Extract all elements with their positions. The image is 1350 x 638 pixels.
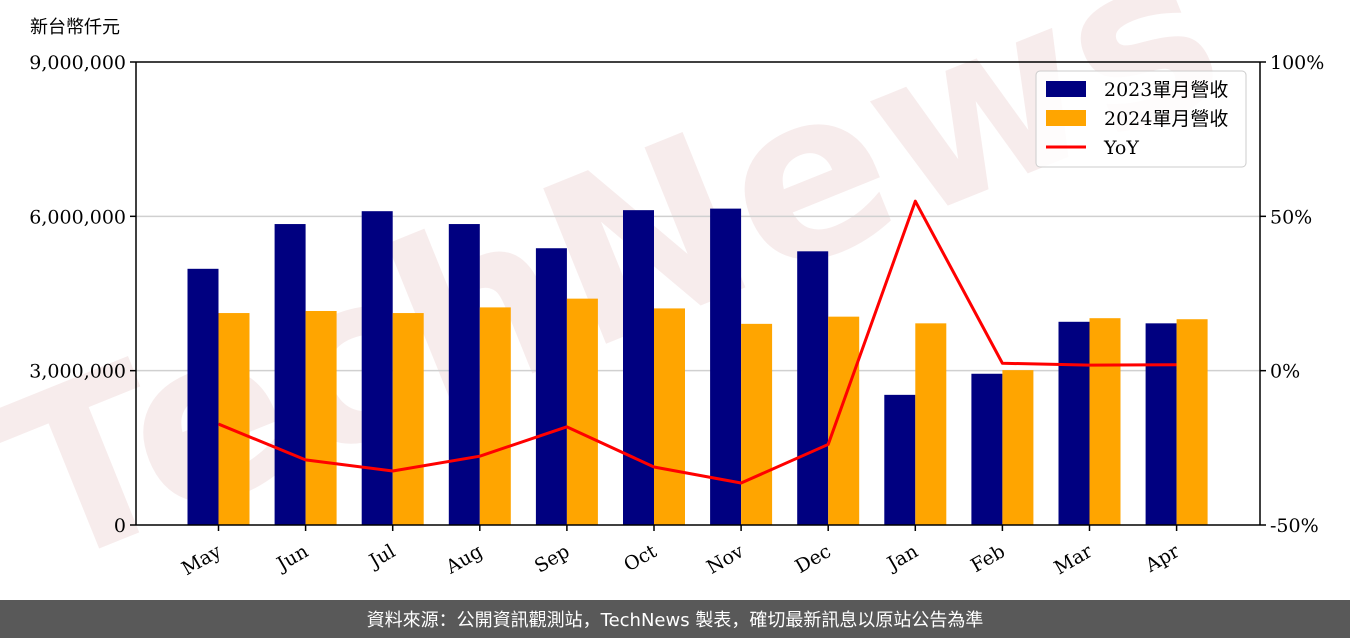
legend-swatch xyxy=(1046,81,1086,97)
legend-label: YoY xyxy=(1103,137,1139,159)
bar-2023-sep xyxy=(535,248,567,525)
bar-2023-aug xyxy=(448,224,480,526)
bar-2024-dec xyxy=(828,316,860,525)
y-tick-label-left: 6,000,000 xyxy=(29,206,126,228)
bar-2023-nov xyxy=(710,208,742,525)
bar-2023-jun xyxy=(274,224,306,526)
legend-box xyxy=(1035,70,1247,168)
x-tick-label: Feb xyxy=(967,540,1009,577)
bar-2023-feb xyxy=(971,373,1003,525)
legend-label: 2024單月營收 xyxy=(1104,108,1228,130)
bar-2023-dec xyxy=(797,251,829,525)
x-tick-label: Aug xyxy=(441,540,486,579)
x-tick-label: Apr xyxy=(1141,540,1184,577)
footer-source-note: 資料來源：公開資訊觀測站，TechNews 製表，確切最新訊息以原站公告為準 xyxy=(0,600,1350,638)
x-tick-label: Nov xyxy=(703,540,748,579)
legend: 2023單月營收 2024單月營收 YoY xyxy=(1035,70,1247,168)
x-tick-label: Dec xyxy=(792,540,835,578)
bar-2024-jan xyxy=(915,323,947,525)
y-tick-label-right: 0% xyxy=(1270,361,1300,383)
bar-2024-jun xyxy=(305,310,337,525)
x-tick-label: Jan xyxy=(882,540,922,576)
y-tick-label-right: 50% xyxy=(1270,206,1312,228)
y-tick-label-left: 9,000,000 xyxy=(29,52,126,74)
bar-2024-jul xyxy=(392,313,424,525)
bar-2024-apr xyxy=(1176,319,1208,525)
y-tick-label-left: 3,000,000 xyxy=(29,361,126,383)
chart: TechNews 03,000,0006,000,0009,000,000-50… xyxy=(0,0,1324,600)
bar-2023-jan xyxy=(884,394,916,525)
x-tick-label: Oct xyxy=(620,540,661,576)
x-tick-label: Jun xyxy=(272,540,313,576)
y-tick-label-right: 100% xyxy=(1270,52,1324,74)
bar-2023-oct xyxy=(623,210,654,525)
y-tick-label-right: -50% xyxy=(1270,515,1319,537)
bars xyxy=(187,208,1208,526)
x-tick-label: Mar xyxy=(1050,540,1096,579)
bar-2024-sep xyxy=(566,298,598,525)
bar-2024-mar xyxy=(1089,318,1121,525)
bar-2024-oct xyxy=(654,308,685,525)
y-axis-unit-label: 新台幣仟元 xyxy=(30,17,120,38)
bar-2023-may xyxy=(187,268,219,525)
legend-label: 2023單月營收 xyxy=(1104,79,1228,101)
x-tick-label: Jul xyxy=(364,540,399,573)
bar-2023-jul xyxy=(361,211,393,525)
y-tick-label-left: 0 xyxy=(114,515,126,537)
yoy-polyline xyxy=(217,199,1177,485)
bar-2024-nov xyxy=(741,323,773,525)
bar-2023-apr xyxy=(1145,323,1177,525)
bar-2024-aug xyxy=(479,307,511,525)
bar-2023-mar xyxy=(1058,321,1090,525)
bar-2024-feb xyxy=(1002,370,1034,525)
bar-2024-may xyxy=(218,313,250,525)
legend-swatch xyxy=(1046,110,1086,126)
yoy-line xyxy=(217,199,1177,485)
x-tick-label: Sep xyxy=(531,540,574,577)
